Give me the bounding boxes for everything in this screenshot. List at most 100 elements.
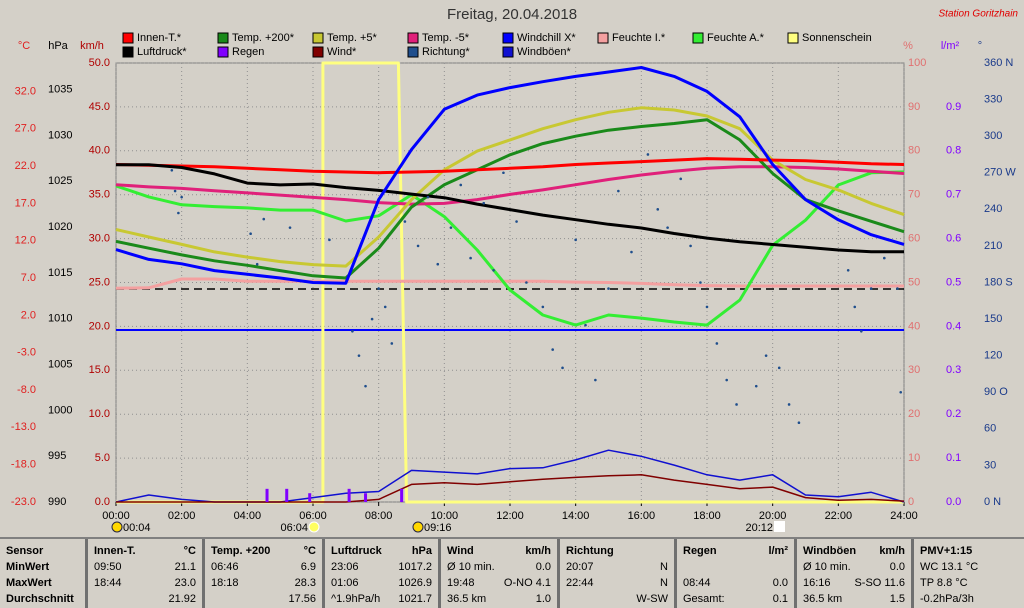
row-label: Durchschnitt — [6, 593, 74, 605]
y-tick-label: 5.0 — [95, 452, 110, 464]
legend-swatch — [312, 32, 324, 44]
point — [853, 305, 857, 309]
stats-row: 36.5 km 1.5 — [803, 591, 905, 607]
y-tick-label: 150 — [984, 313, 1002, 325]
y-tick-label: 20 — [908, 408, 920, 420]
cell-right: N — [660, 561, 668, 573]
point — [249, 232, 252, 236]
cell-left: 16:16 — [803, 577, 831, 589]
y-tick-label: 60 — [984, 423, 996, 435]
y-tick-label: 0.8 — [946, 145, 961, 157]
legend-label: Wind* — [327, 46, 357, 58]
point — [390, 342, 394, 345]
point — [541, 305, 545, 309]
y-tick-label: 10 — [908, 452, 920, 464]
axis-unit: °C — [18, 40, 30, 52]
stats-row: WC 13.1 °C — [920, 559, 1018, 575]
y-tick-label: 1020 — [48, 221, 72, 233]
legend-swatch — [217, 46, 229, 58]
chart: Freitag, 20.04.2018 Station Goritzhain 0… — [11, 6, 1019, 534]
bar — [364, 493, 368, 502]
y-tick-label: 1000 — [48, 404, 72, 416]
y-tick-label: 30 — [984, 459, 996, 471]
x-tick-label: 04:00 — [234, 510, 262, 522]
x-tick-label: 00:00 — [102, 510, 130, 522]
y-tick-label: 360 N — [984, 57, 1013, 69]
y-tick-label: -23.0 — [11, 496, 36, 508]
cell-left: Ø 10 min. — [803, 561, 851, 573]
y-tick-label: 270 W — [984, 167, 1016, 179]
bar — [285, 488, 289, 502]
point — [383, 305, 387, 309]
y-tick-label: 0.1 — [946, 452, 961, 464]
legend-label: Feuchte I.* — [612, 32, 666, 44]
stats-column: Luftdruck hPa 23:06 1017.2 01:06 1026.9 ^1.9hP… — [325, 539, 441, 608]
stats-column: Temp. +200 °C 06:46 6.9 18:18 28.3 17.56 — [205, 539, 325, 608]
y-tick-label: 7.0 — [21, 272, 36, 284]
cell-right: 21.1 — [174, 561, 196, 573]
header-text: Luftdruck — [331, 545, 382, 557]
cell-left: 19:48 — [447, 577, 475, 589]
legend-swatch — [502, 46, 514, 58]
point — [735, 403, 738, 406]
header-unit: hPa — [411, 545, 432, 557]
stats-column: Innen-T. °C 09:50 21.1 18:44 23.0 21.92 — [88, 539, 205, 608]
point — [262, 217, 266, 221]
point — [630, 250, 633, 254]
point — [551, 348, 554, 351]
legend-label: Regen — [232, 46, 264, 58]
point — [584, 323, 587, 327]
x-tick-label: 18:00 — [693, 510, 721, 522]
bar — [347, 488, 351, 502]
header-unit: °C — [183, 545, 196, 557]
cell-left: TP 8.8 °C — [920, 577, 968, 589]
stats-column: Wind km/h Ø 10 min. 0.0 19:48 O-NO 4.1 36.5 km… — [441, 539, 560, 608]
point — [594, 378, 597, 382]
legend-swatch — [122, 46, 134, 58]
marker-label: 20:12 — [745, 522, 773, 534]
point — [449, 226, 453, 229]
cell-left: -0.2hPa/3h — [920, 593, 974, 605]
column-header: Luftdruck hPa — [331, 543, 432, 559]
stats-row: 21.92 — [94, 591, 196, 607]
point — [883, 256, 886, 260]
axis-unit: km/h — [80, 40, 104, 52]
y-tick-label: 30 — [908, 364, 920, 376]
legend-label: Windchill X* — [517, 32, 576, 44]
x-tick-label: 24:00 — [890, 510, 918, 522]
y-tick-label: 330 — [984, 93, 1002, 105]
stats-row: 23:06 1017.2 — [331, 559, 432, 575]
y-tick-label: 0.4 — [946, 320, 961, 332]
cell-left: WC 13.1 °C — [920, 561, 979, 573]
point — [255, 262, 259, 266]
point — [754, 384, 758, 388]
stats-row: 20:07 N — [566, 559, 668, 575]
y-tick-label: 90 — [908, 101, 920, 113]
column-header: Wind km/h — [447, 543, 551, 559]
y-tick-label: 20.0 — [89, 320, 110, 332]
y-tick-label: -3.0 — [17, 347, 36, 359]
y-tick-label: 1035 — [48, 83, 72, 95]
x-tick-label: 10:00 — [431, 510, 459, 522]
x-tick-label: 02:00 — [168, 510, 196, 522]
y-tick-label: 0.5 — [946, 276, 961, 288]
header-unit: km/h — [525, 545, 551, 557]
cell-left: Ø 10 min. — [447, 561, 495, 573]
legend-swatch — [597, 32, 609, 44]
cell-left: 06:46 — [211, 561, 239, 573]
cell-left: 18:18 — [211, 577, 239, 589]
stats-column: Windböen km/h Ø 10 min. 0.0 16:16 S-SO 11.6 36… — [797, 539, 914, 608]
column-header: Richtung — [566, 543, 668, 559]
point — [679, 177, 683, 181]
series-line — [116, 163, 904, 254]
cell-left: Gesamt: — [683, 593, 725, 605]
marker-icon — [412, 521, 424, 533]
point — [715, 342, 719, 345]
y-tick-label: 30.0 — [89, 233, 110, 245]
point — [525, 281, 528, 284]
marker-icon — [308, 521, 320, 533]
y-tick-label: 17.0 — [15, 197, 36, 209]
header-text: Richtung — [566, 545, 614, 557]
y-tick-label: 1025 — [48, 175, 72, 187]
